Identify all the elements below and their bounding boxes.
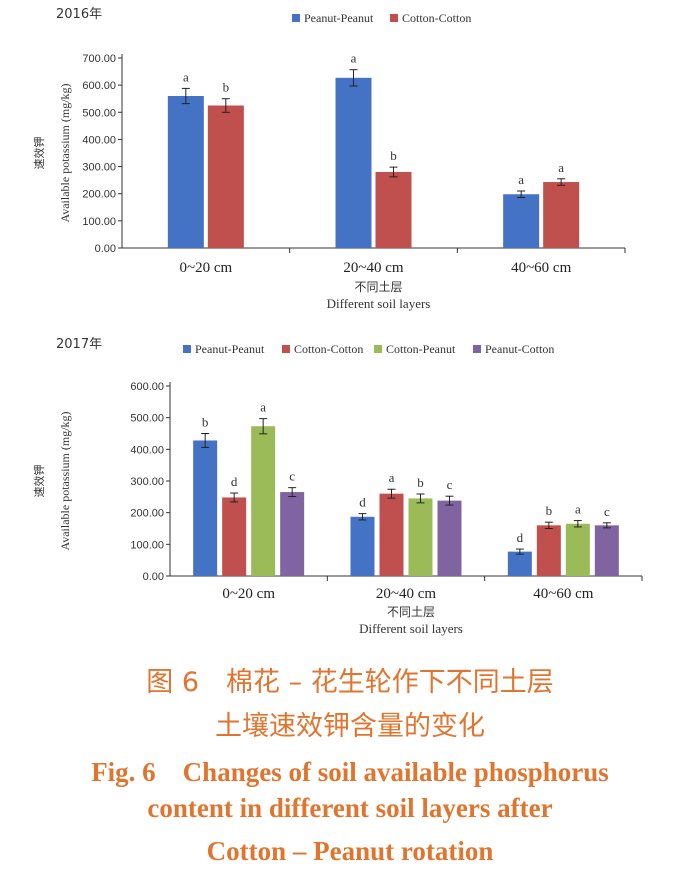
sig-letter-1-2: a: [558, 160, 564, 175]
legend-swatch-1: [390, 14, 398, 22]
bar-2-1: [408, 498, 433, 576]
legend-swatch-2: [374, 345, 382, 353]
y-tick-label: 100.00: [82, 216, 116, 228]
chart-title: 2016年: [56, 7, 102, 22]
y-tick-label: 500.00: [82, 107, 116, 119]
bar-1-1: [379, 493, 404, 576]
y-axis-label: Available potassium (mg/kg): [58, 411, 72, 550]
sig-letter-1-0: d: [231, 474, 238, 489]
sig-letter-1-2: b: [546, 503, 553, 518]
bar-1-2: [543, 182, 580, 248]
bar-3-1: [437, 500, 462, 576]
sig-letter-3-0: c: [289, 469, 295, 484]
y-tick-label: 200.00: [82, 189, 116, 201]
x-tick-label: 20~40 cm: [376, 586, 437, 602]
x-tick-label: 20~40 cm: [343, 260, 404, 276]
x-axis-label: Different soil layers: [327, 296, 431, 311]
legend-label-1: Cotton-Cotton: [402, 11, 471, 25]
y-tick-label: 700.00: [82, 53, 116, 65]
sig-letter-2-0: a: [260, 400, 266, 415]
sig-letter-3-1: c: [447, 477, 453, 492]
bar-1-2: [536, 525, 561, 576]
sig-letter-2-1: b: [417, 475, 424, 490]
legend-swatch-0: [292, 14, 300, 22]
sig-letter-2-2: a: [575, 502, 581, 517]
bar-0-2: [507, 551, 532, 576]
y-tick-label: 300.00: [82, 162, 116, 174]
sig-letter-0-2: a: [518, 172, 524, 187]
sig-letter-0-0: a: [183, 69, 189, 84]
legend-label-0: Peanut-Peanut: [304, 11, 374, 25]
bar-0-0: [193, 440, 218, 576]
legend-label-0: Peanut-Peanut: [195, 342, 265, 356]
caption-en-line1: Fig. 6 Changes of soil available phospho…: [91, 757, 609, 787]
y-tick-label: 300.00: [130, 476, 164, 488]
legend-swatch-0: [183, 345, 191, 353]
legend-swatch-1: [282, 345, 290, 353]
bar-1-0: [222, 497, 247, 576]
y-tick-label: 0.00: [95, 243, 116, 255]
caption-cn-line2: 土壤速效钾含量的变化: [215, 711, 485, 742]
y-tick-label: 400.00: [82, 134, 116, 146]
x-tick-label: 0~20 cm: [222, 586, 275, 602]
x-axis-label-cn: 不同土层: [354, 280, 402, 294]
y-tick-label: 600.00: [82, 80, 116, 92]
bar-0-1: [350, 516, 375, 576]
x-axis-label: Different soil layers: [359, 621, 463, 636]
y-axis-label: Available potassium (mg/kg): [58, 83, 72, 222]
y-tick-label: 200.00: [130, 508, 164, 520]
bar-0-1: [335, 77, 372, 248]
legend-label-2: Cotton-Peanut: [386, 342, 456, 356]
y-tick-label: 500.00: [130, 413, 164, 425]
sig-letter-0-0: b: [202, 415, 209, 430]
bar-2-2: [565, 523, 590, 576]
x-tick-label: 0~20 cm: [179, 260, 232, 276]
legend-swatch-3: [473, 345, 481, 353]
caption-en-line3: Cotton – Peanut rotation: [206, 836, 494, 866]
bar-0-0: [167, 96, 204, 248]
chart-title: 2017年: [56, 337, 102, 352]
y-tick-label: 600.00: [130, 381, 164, 393]
y-tick-label: 400.00: [130, 444, 164, 456]
bar-0-2: [503, 194, 540, 248]
x-axis-label-cn: 不同土层: [387, 605, 435, 619]
legend-label-3: Peanut-Cotton: [485, 342, 554, 356]
y-axis-label-cn: 速效钾: [32, 465, 46, 498]
y-tick-label: 0.00: [143, 571, 164, 583]
sig-letter-1-1: a: [389, 470, 395, 485]
chart-2017: 2017年 Peanut-Peanut Cotton-Cotton Cotton-Pe…: [32, 337, 643, 636]
sig-letter-1-1: b: [390, 148, 397, 163]
sig-letter-0-2: d: [517, 530, 524, 545]
sig-letter-0-1: d: [359, 495, 366, 510]
chart-2016: 2016年 Peanut-Peanut Cotton-Cotton 0.00 100.0…: [32, 7, 626, 311]
bar-3-0: [280, 492, 305, 576]
x-tick-label: 40~60 cm: [511, 260, 572, 276]
sig-letter-0-1: a: [351, 51, 357, 66]
legend-label-1: Cotton-Cotton: [294, 342, 363, 356]
y-axis-label-cn: 速效钾: [32, 137, 46, 170]
bar-1-0: [207, 105, 244, 248]
sig-letter-3-2: c: [604, 504, 610, 519]
x-tick-label: 40~60 cm: [533, 586, 594, 602]
y-tick-label: 100.00: [130, 539, 164, 551]
caption-cn-line1: 图 6 棉花 – 花生轮作下不同土层: [146, 667, 554, 698]
sig-letter-1-0: b: [223, 80, 230, 95]
bar-3-2: [594, 525, 619, 576]
caption-en-line2: content in different soil layers after: [147, 793, 553, 823]
bar-1-1: [375, 172, 412, 248]
bar-2-0: [251, 426, 276, 576]
